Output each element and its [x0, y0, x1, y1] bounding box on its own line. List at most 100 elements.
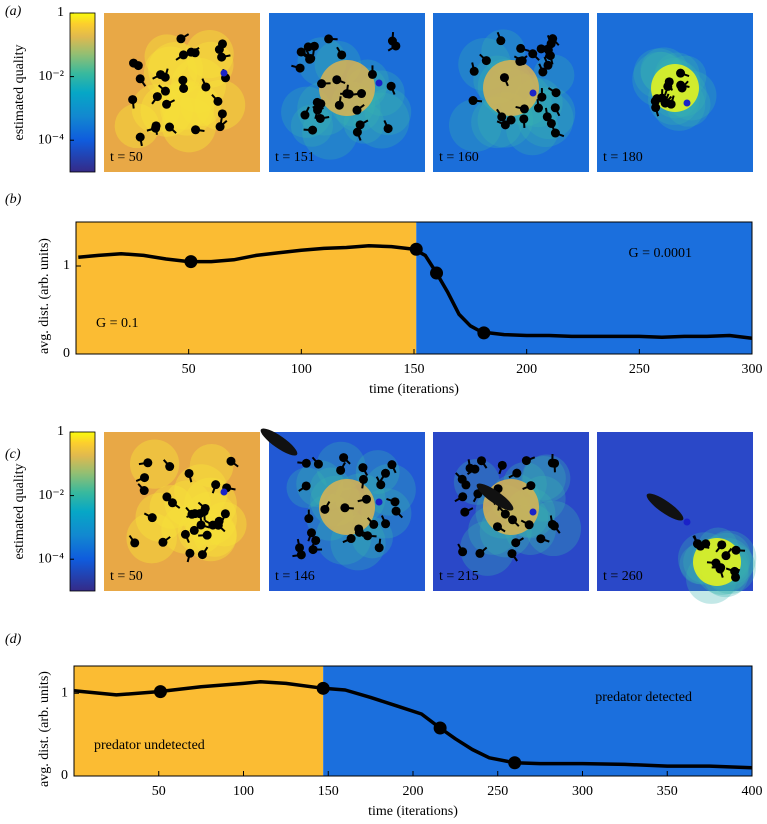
agent: [140, 473, 150, 483]
quality-blob: [161, 97, 217, 153]
agent: [499, 73, 509, 83]
agent: [317, 79, 327, 89]
agent: [391, 41, 401, 51]
agent: [340, 503, 350, 513]
agent: [361, 494, 371, 504]
region-label: predator undetected: [94, 738, 205, 753]
agent: [390, 497, 400, 507]
agent: [215, 122, 225, 132]
agent: [717, 540, 727, 550]
agent: [475, 548, 485, 558]
agent: [344, 89, 354, 99]
snapshot-label: t = 146: [275, 569, 315, 584]
agent: [139, 486, 149, 496]
colorbar: [69, 431, 96, 592]
x-axis-label: time (iterations): [369, 382, 459, 397]
agent: [651, 103, 661, 113]
colorbar-tick-label: 10⁻⁴: [38, 132, 64, 147]
agent: [214, 44, 224, 54]
agent: [309, 41, 319, 51]
agent: [546, 118, 556, 128]
agent: [497, 460, 507, 470]
agent: [130, 538, 140, 548]
focal-agent: [375, 79, 383, 87]
x-tick-label: 150: [404, 362, 425, 377]
agent: [147, 513, 157, 523]
snapshot: t = 151: [269, 13, 425, 172]
agent: [178, 75, 188, 85]
agent: [663, 81, 673, 91]
agent: [369, 519, 379, 529]
agent: [352, 127, 362, 137]
agent: [357, 89, 367, 99]
colorbar-tick-label: 10⁻²: [38, 69, 64, 84]
agent: [542, 112, 552, 122]
agent: [381, 468, 391, 478]
agent: [677, 83, 687, 93]
quality-blob: [355, 450, 400, 494]
agent: [458, 492, 468, 502]
y-axis-label: avg. dist. (arb. units): [37, 671, 52, 787]
agent: [167, 498, 177, 508]
x-axis-label: time (iterations): [368, 804, 458, 819]
agent: [519, 114, 529, 124]
agent: [202, 530, 212, 540]
agent: [162, 492, 172, 502]
agent: [358, 463, 368, 473]
quality-blob: [189, 443, 234, 488]
agent: [354, 524, 364, 534]
focal-agent: [220, 488, 228, 496]
agent: [476, 456, 486, 466]
agent: [468, 96, 478, 106]
agent: [152, 92, 162, 102]
agent: [536, 44, 546, 54]
panel-label: (d): [5, 632, 22, 647]
marker: [316, 681, 330, 695]
agent: [731, 545, 741, 555]
marker: [477, 326, 491, 340]
agent: [387, 460, 397, 470]
agent: [217, 109, 227, 119]
predator: [260, 428, 298, 456]
agent: [324, 34, 334, 44]
agent: [332, 75, 342, 85]
agent: [226, 456, 236, 466]
snapshot: t = 146: [260, 428, 425, 591]
agent: [160, 72, 170, 82]
x-tick-label: 200: [403, 784, 424, 799]
quality-blob: [160, 81, 215, 136]
agent: [517, 56, 527, 66]
quality-blob: [364, 88, 412, 136]
agent: [492, 522, 502, 532]
focal-agent: [375, 498, 383, 506]
agent: [129, 58, 139, 68]
agent: [383, 124, 393, 134]
focal-agent: [529, 89, 537, 97]
agent: [186, 47, 196, 57]
agent: [551, 88, 561, 98]
quality-blob: [533, 54, 575, 96]
agent: [519, 104, 529, 114]
agent: [549, 521, 559, 531]
focal-agent: [220, 69, 228, 77]
agent: [208, 520, 218, 530]
agent: [543, 60, 553, 70]
agent: [730, 566, 740, 576]
agent: [316, 99, 326, 109]
agent: [381, 519, 391, 529]
agent: [184, 468, 194, 478]
quality-blob: [202, 501, 247, 547]
x-tick-label: 250: [487, 784, 508, 799]
colorbar-tick-label: 1: [57, 424, 64, 439]
quality-blob: [114, 103, 160, 149]
quality-blob: [126, 512, 177, 564]
agent: [550, 103, 560, 113]
agent: [220, 509, 230, 519]
predator: [476, 483, 514, 511]
agent: [676, 68, 686, 78]
agent: [296, 550, 306, 560]
agent: [300, 110, 310, 120]
agent: [716, 563, 726, 573]
colorbar-label: estimated quality: [12, 463, 27, 559]
region-label: G = 0.1: [96, 316, 139, 331]
